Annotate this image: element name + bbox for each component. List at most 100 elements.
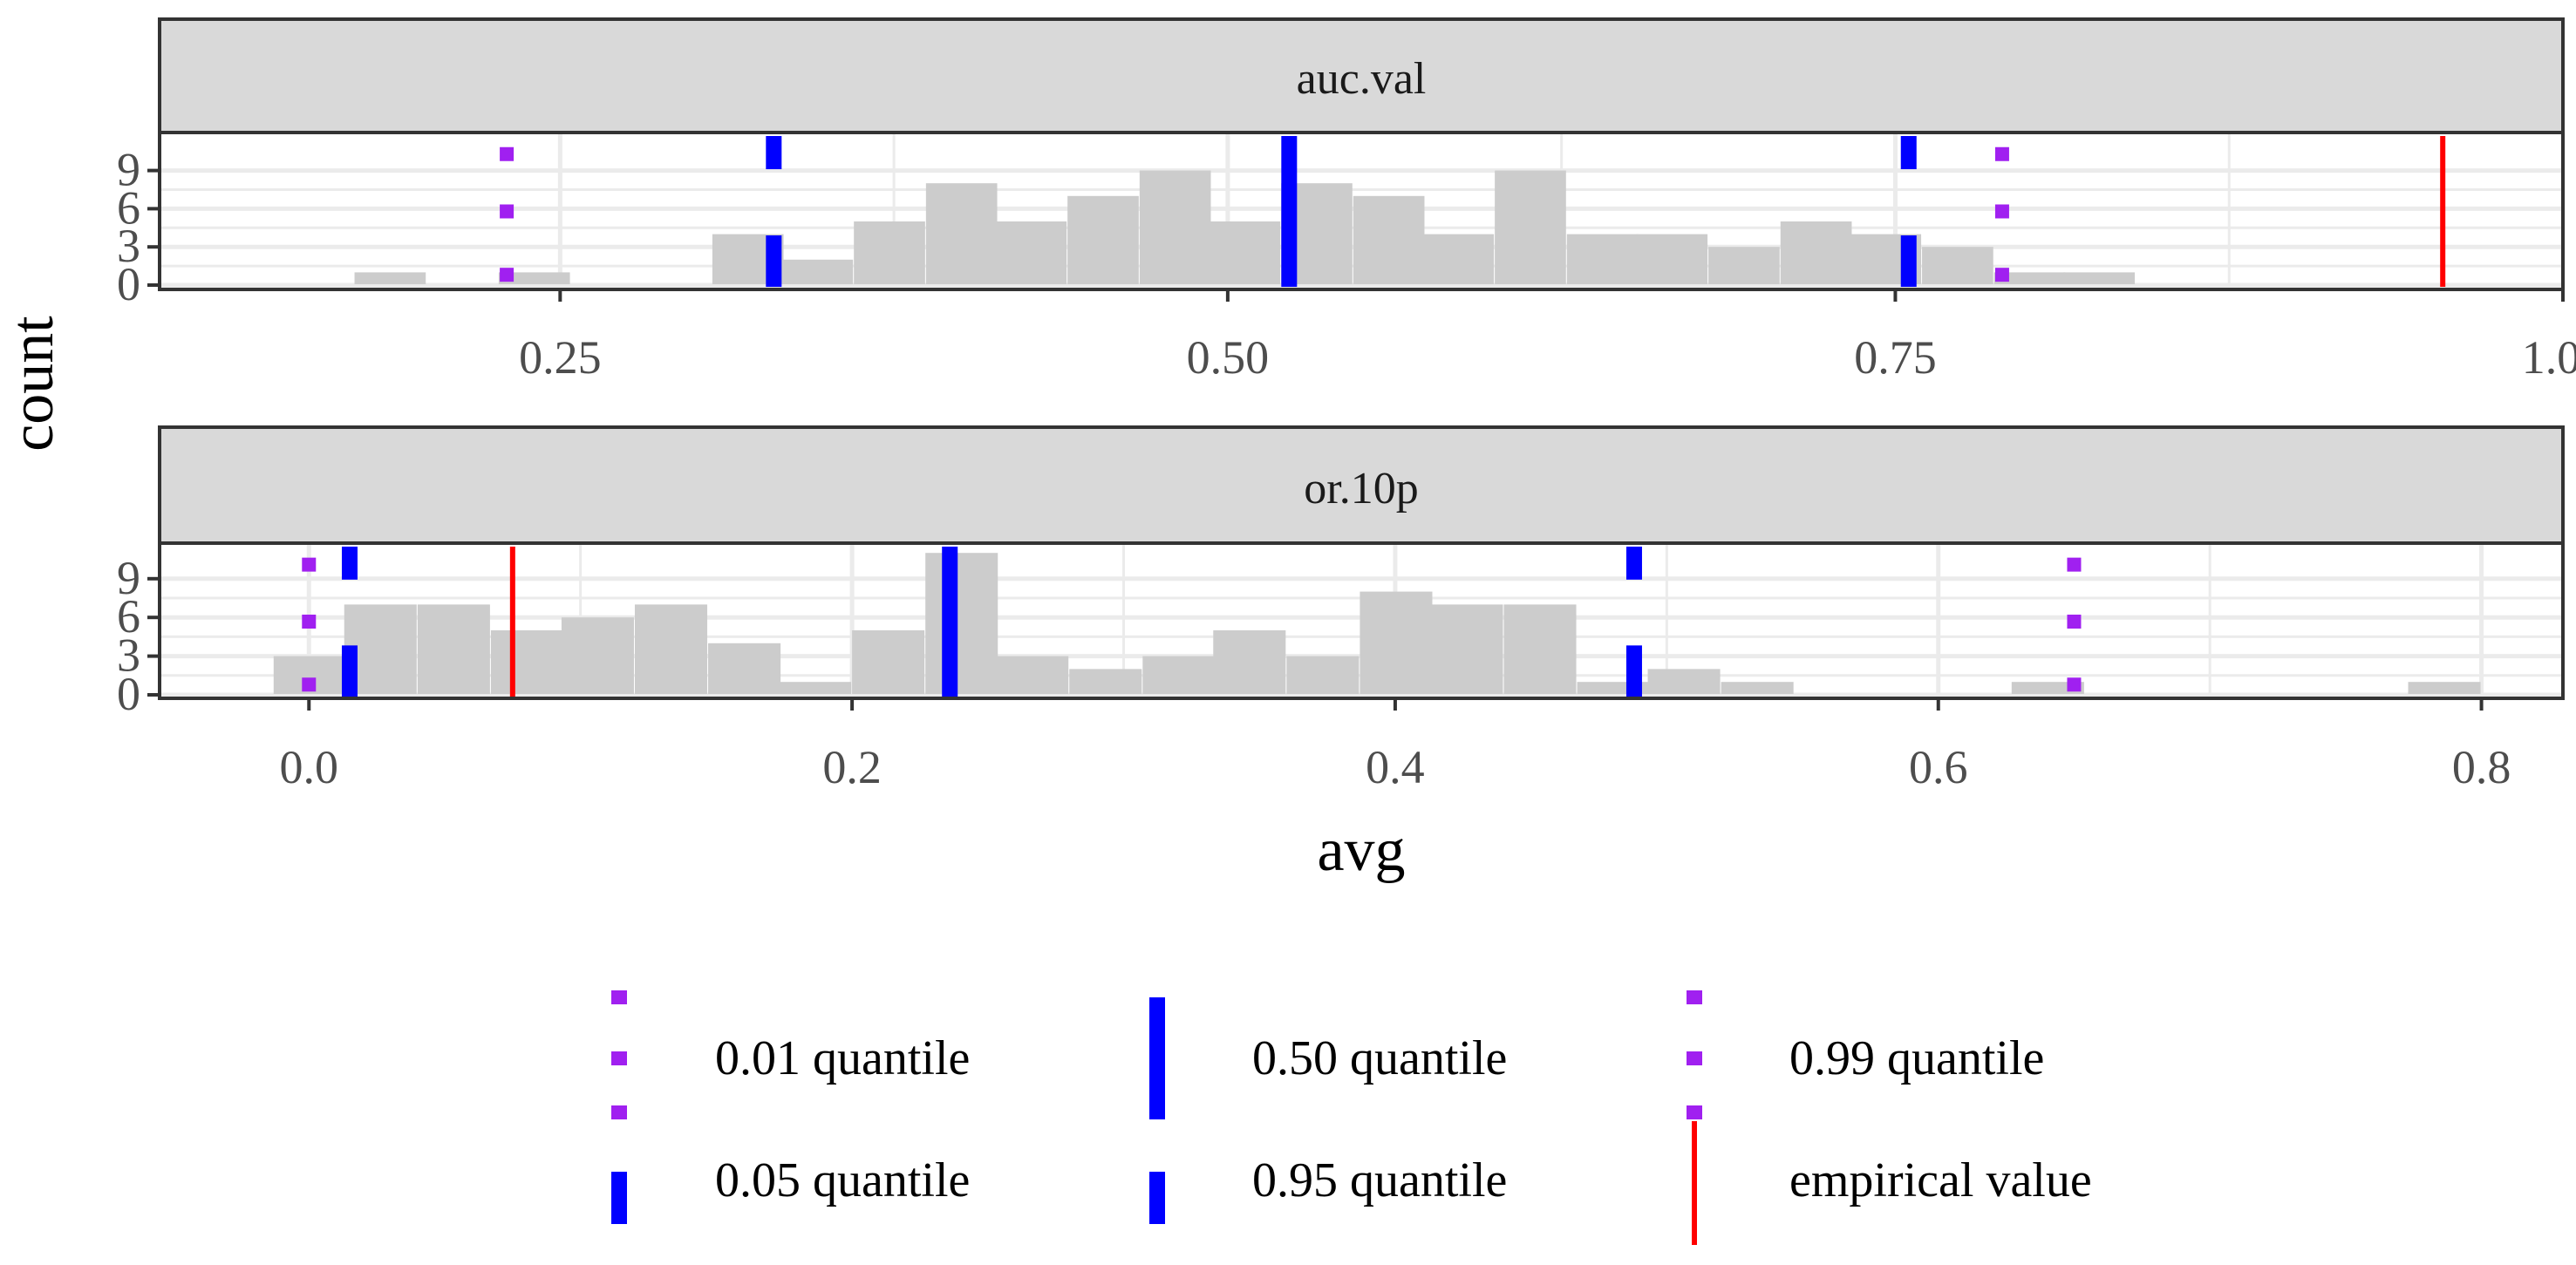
histogram-bar: [490, 630, 563, 695]
legend-key-q05: [611, 1172, 627, 1224]
histogram-bar: [1495, 170, 1566, 285]
quantile-0.99-line: [1994, 268, 2009, 282]
legend-item-emp: empirical value: [1692, 1121, 2092, 1245]
histogram-bar: [925, 553, 998, 695]
x-axis-or-10p: 0.0 0.2 0.4 0.6 0.8: [280, 698, 2511, 793]
histogram-bar: [1209, 221, 1281, 285]
legend-key-mark: [1687, 1105, 1702, 1119]
quantile-0.95-line: [1625, 547, 1642, 580]
histogram-bar: [1780, 221, 1852, 285]
x-tick-label: 0.75: [1854, 331, 1937, 384]
histogram-bar: [995, 221, 1067, 285]
quantile-0.95-line: [1625, 645, 1642, 697]
legend: 0.01 quantile 0.50 quantile 0.99 quantil…: [611, 990, 2092, 1245]
legend-label-q99: 0.99 quantile: [1789, 1031, 2044, 1085]
legend-key-q95: [1149, 1172, 1165, 1224]
y-axis-or-10p: 0 3 6 9: [117, 552, 160, 720]
quantile-0.95-line: [1900, 136, 1917, 170]
histogram-bar: [354, 272, 426, 285]
y-axis-auc-val: 0 3 6 9: [117, 144, 160, 310]
legend-key-mark: [611, 990, 627, 1004]
quantile-0.01-line: [500, 146, 515, 161]
legend-label-q05: 0.05 quantile: [715, 1153, 970, 1207]
histogram-bar: [925, 183, 998, 285]
histogram-bar: [634, 604, 708, 695]
quantile-0.05-line: [766, 235, 782, 287]
histogram-bar: [854, 221, 925, 285]
quantile-0.99-line: [1994, 146, 2009, 161]
y-tick-label: 3: [117, 629, 140, 682]
y-tick-label: 3: [117, 220, 140, 272]
quantile-0.05-line: [341, 645, 358, 697]
histogram-bar: [561, 617, 634, 695]
x-tick-label: 0.8: [2452, 741, 2511, 793]
quantile-0.01-line: [302, 677, 317, 692]
histogram-bar: [1647, 669, 1721, 695]
histogram-bar: [1286, 656, 1360, 695]
x-axis-title: avg: [1317, 817, 1405, 884]
histogram-bar: [779, 682, 852, 695]
histogram-bar: [1721, 682, 1794, 695]
legend-label-q95: 0.95 quantile: [1252, 1153, 1507, 1207]
legend-item-q05: 0.05 quantile: [611, 1153, 970, 1224]
histogram-bar: [2011, 682, 2084, 695]
histogram-bar: [1139, 170, 1211, 285]
quantile-0.99-line: [2067, 557, 2082, 572]
quantile-lines-auc-val: [500, 136, 2446, 287]
y-tick-label: 6: [117, 590, 140, 643]
x-tick-label: 0.4: [1366, 741, 1425, 793]
legend-key-mark: [611, 1051, 627, 1065]
quantile-0.01-line: [302, 615, 317, 629]
quantile-0.01-line: [500, 268, 515, 282]
strip-auc-val: [158, 17, 2565, 134]
quantile-0.01-line: [302, 557, 317, 572]
legend-key-mark: [1687, 990, 1702, 1004]
x-tick-label: 0.0: [280, 741, 339, 793]
histogram-bar: [1993, 272, 2066, 285]
panel-auc-val: auc.val 0 3 6 9 0.25 0.50 0.75 1.00: [117, 17, 2576, 384]
legend-item-q01: 0.01 quantile: [611, 990, 970, 1119]
legend-key-q50: [1149, 997, 1165, 1119]
histogram-bar: [1360, 591, 1433, 695]
panel-title-or-10p: or.10p: [1304, 464, 1418, 513]
x-tick-label: 1.00: [2522, 331, 2576, 384]
y-tick-label: 6: [117, 181, 140, 234]
quantile-0.05-line: [341, 547, 358, 580]
legend-item-q99: 0.99 quantile: [1687, 990, 2044, 1119]
histogram-bar: [1430, 604, 1503, 695]
histogram-bar: [1069, 669, 1142, 695]
legend-key-mark: [611, 1172, 627, 1224]
y-tick-label: 0: [117, 258, 140, 310]
legend-key-mark: [611, 1105, 627, 1119]
panel-border-auc-val: [158, 131, 2565, 291]
histogram-bar: [1142, 656, 1216, 695]
quantile-0.99-line: [2067, 615, 2082, 629]
histogram-bar: [2408, 682, 2481, 695]
histogram-bars-auc-val: [160, 170, 2563, 289]
legend-label-emp: empirical value: [1789, 1153, 2092, 1207]
histogram-bar: [708, 643, 781, 695]
histogram-bar: [1636, 234, 1708, 285]
legend-label-q50: 0.50 quantile: [1252, 1031, 1507, 1085]
histogram-bar: [1566, 234, 1639, 285]
quantile-0.01-line: [500, 204, 515, 219]
legend-item-q50: 0.50 quantile: [1149, 997, 1507, 1119]
legend-label-q01: 0.01 quantile: [715, 1031, 970, 1085]
x-axis-auc-val: 0.25 0.50 0.75 1.00: [519, 289, 2576, 384]
y-tick-label: 9: [117, 552, 140, 604]
legend-key-q99: [1687, 990, 1702, 1119]
x-tick-label: 0.6: [1909, 741, 1968, 793]
quantile-0.95-line: [1900, 235, 1917, 287]
legend-key-mark: [1149, 997, 1165, 1119]
histogram-bar: [1503, 604, 1577, 695]
histogram-bar: [996, 656, 1069, 695]
y-axis-title: count: [0, 316, 66, 452]
histogram-bar: [1922, 247, 1993, 285]
quantile-0.05-line: [766, 136, 782, 170]
histogram-bar: [2063, 272, 2136, 285]
histogram-bar: [781, 259, 854, 285]
histogram-bar: [498, 272, 570, 285]
histogram-bar: [1353, 195, 1425, 285]
histogram-bar: [1422, 234, 1495, 285]
